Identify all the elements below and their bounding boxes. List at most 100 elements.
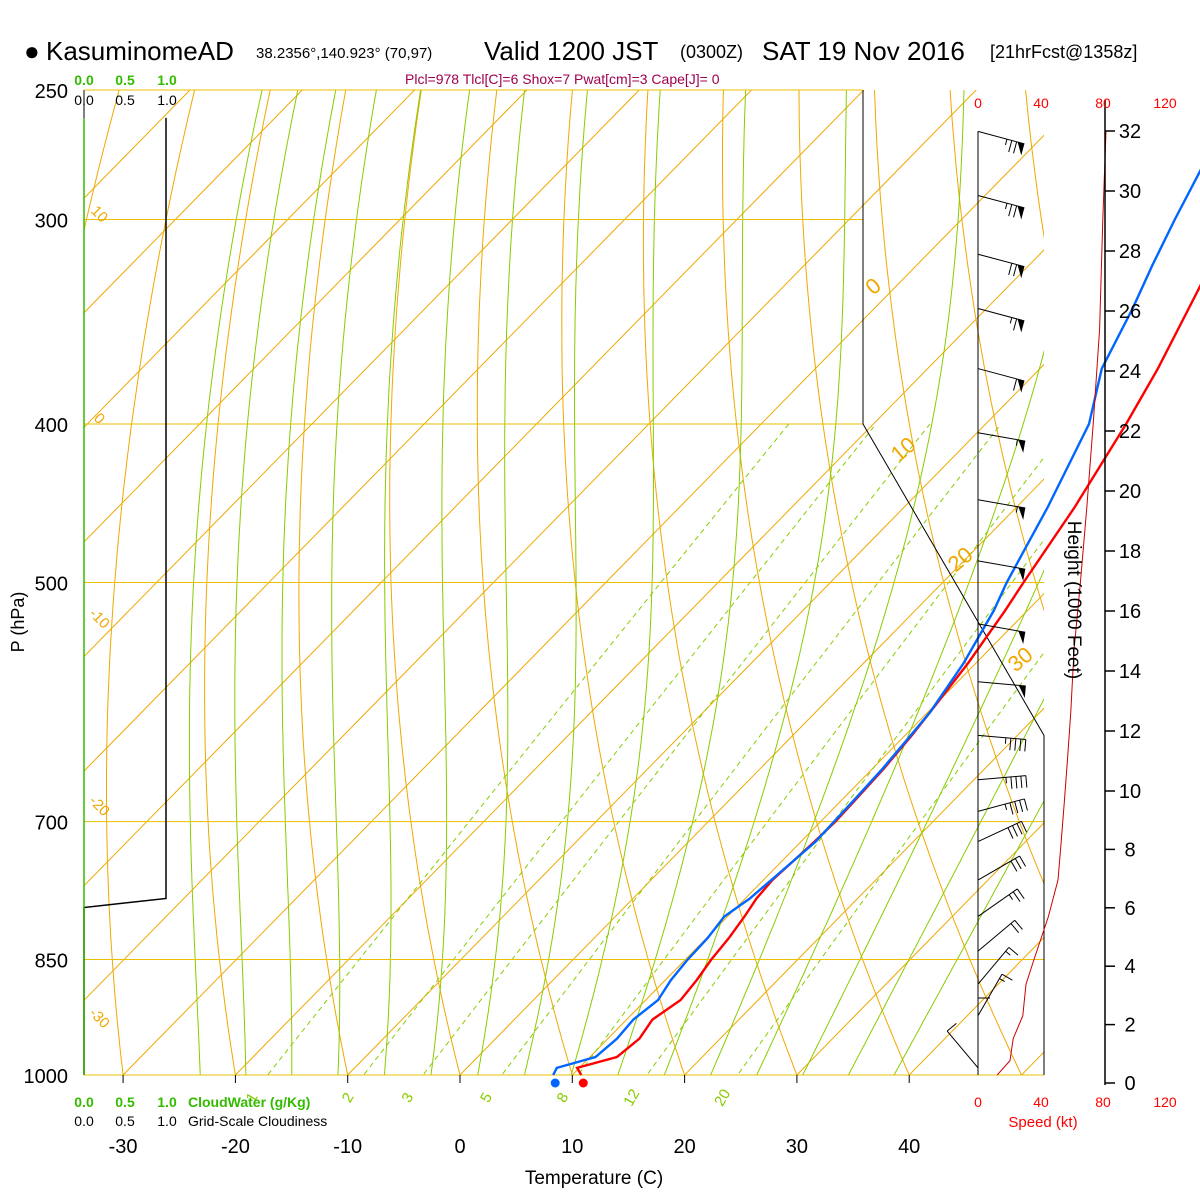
wind-barb [977, 997, 990, 1046]
moist-adiabat-line [756, 349, 1044, 1075]
isotherm-line [84, 90, 640, 658]
grid-layer [84, 89, 1044, 1076]
isotherm-line [796, 822, 1044, 1075]
temperature-surface-dot [578, 1078, 588, 1088]
mixing-ratio-line [646, 539, 1044, 1075]
mixing-ratio-label: 20 [711, 1086, 734, 1109]
wind-barb-pennant [1018, 631, 1026, 645]
height-tick-label: 8 [1124, 839, 1135, 861]
wind-barb-feather [1013, 205, 1018, 218]
pressure-tick-label: 1000 [24, 1066, 69, 1088]
cloudiness-tick-bottom: 0.5 [115, 1113, 135, 1129]
wind-barb-feather [1012, 891, 1021, 902]
wind-barb-feather [1021, 821, 1028, 833]
dry-adiabat-line [873, 90, 1044, 885]
dry-adiabat-line [642, 90, 798, 1075]
wind-barb-feather [1008, 204, 1013, 217]
valid-date: SAT 19 Nov 2016 [762, 36, 965, 66]
moist-adiabat-line [523, 90, 588, 1075]
isotherm-label: -10 [86, 605, 113, 632]
cloudwater-tick-bottom: 1.0 [157, 1094, 177, 1110]
dry-adiabat-line [949, 90, 1044, 612]
wind-barb-pennant [1018, 685, 1026, 698]
isotherm-label: -20 [86, 792, 113, 819]
dry-adiabat-line [106, 90, 196, 1075]
wind-barb-staff [977, 855, 1020, 881]
speed-tick-top: 120 [1153, 95, 1177, 111]
height-tick-label: 20 [1119, 481, 1141, 503]
wind-barb-staff [977, 194, 1025, 209]
dry-adiabat-line [476, 90, 573, 1075]
dry-adiabat-label: 20 [943, 542, 978, 577]
height-tick-label: 22 [1119, 421, 1141, 443]
wind-barb-staff [946, 1030, 979, 1069]
wind-barb-pennant [1017, 379, 1025, 393]
wind-barb-feather [1008, 947, 1019, 956]
wind-barb-staff [977, 919, 1016, 952]
temperature-tick-label: 20 [673, 1136, 695, 1158]
height-tick-label: 24 [1119, 361, 1141, 383]
cloudiness-profile [83, 117, 167, 1075]
wind-barb-feather [1010, 923, 1020, 933]
wind-barb-half-feather [1005, 777, 1007, 784]
height-tick-label: 10 [1119, 781, 1141, 803]
pressure-tick-label: 700 [35, 813, 68, 835]
forecast-info: [21hrFcst@1358z] [990, 42, 1137, 62]
moist-adiabat-line [893, 799, 1044, 1075]
wind-barb-staff [977, 973, 1003, 1017]
wind-barb [977, 130, 1025, 156]
wind-barb [977, 623, 1026, 645]
wind-barb-feather [1010, 776, 1013, 789]
wind-barb-feather [1008, 140, 1013, 153]
moist-adiabat-line [802, 569, 1044, 1075]
wind-barb-staff [977, 820, 1022, 843]
wind-barb [977, 194, 1025, 220]
wind-barb-feather [1013, 378, 1018, 391]
wind-barb-feather [1010, 860, 1018, 872]
wind-barb [946, 1022, 979, 1069]
wind-barb [977, 253, 1025, 279]
wind-barb-feather [1008, 263, 1013, 275]
mixing-ratio-line [736, 651, 1044, 1075]
moist-adiabat-line [281, 90, 337, 1075]
mixing-ratio-line [362, 423, 877, 1075]
wind-barb-half-feather [1015, 439, 1018, 446]
height-tick-label: 0 [1124, 1073, 1135, 1095]
wind-barb-staff [977, 560, 1026, 570]
wind-barb-staff [977, 681, 1026, 687]
dry-adiabat-label: 0 [860, 273, 885, 300]
mixing-ratio-label: 8 [553, 1090, 572, 1106]
mixing-ratio-label: 3 [398, 1090, 417, 1106]
speed-tick-bottom: 0 [974, 1094, 982, 1110]
wind-barb-feather [1013, 264, 1018, 277]
wind-barb-staff [977, 368, 1025, 382]
moist-adiabat-line [430, 90, 471, 1075]
wind-barb [977, 973, 1013, 1017]
wind-speed-profile [996, 131, 1107, 1076]
height-tick-label: 30 [1119, 181, 1141, 203]
dewpoint-line [552, 168, 1200, 1076]
isotherm-line [459, 478, 1044, 1075]
cloudwater-legend: CloudWater (g/Kg) [188, 1094, 310, 1110]
moist-adiabat-line [617, 90, 747, 1075]
mixing-ratio-line [422, 423, 931, 1075]
wind-barb-pennant [1017, 319, 1025, 333]
dry-adiabat-line [389, 90, 461, 1075]
wind-barb-feather [1009, 802, 1014, 815]
temperature-tick-label: 40 [898, 1136, 920, 1158]
isotherm-line [84, 90, 977, 1002]
wind-barb-staff [977, 947, 1010, 985]
wind-barb-feather [1016, 823, 1023, 835]
wind-barb-feather [1009, 738, 1012, 751]
wind-barb-feather [1011, 825, 1018, 837]
isotherm-line [84, 90, 304, 314]
temperature-tick-label: 0 [454, 1136, 465, 1158]
mixing-ratio-label: 12 [620, 1086, 643, 1109]
wind-barb [977, 947, 1019, 985]
speed-tick-bottom: 40 [1033, 1094, 1049, 1110]
pressure-tick-label: 850 [35, 951, 68, 973]
wind-barb [977, 432, 1026, 453]
isotherm-line [122, 134, 1044, 1075]
wind-barb-staff [977, 130, 1025, 145]
dry-adiabat-label: 30 [1003, 642, 1038, 677]
